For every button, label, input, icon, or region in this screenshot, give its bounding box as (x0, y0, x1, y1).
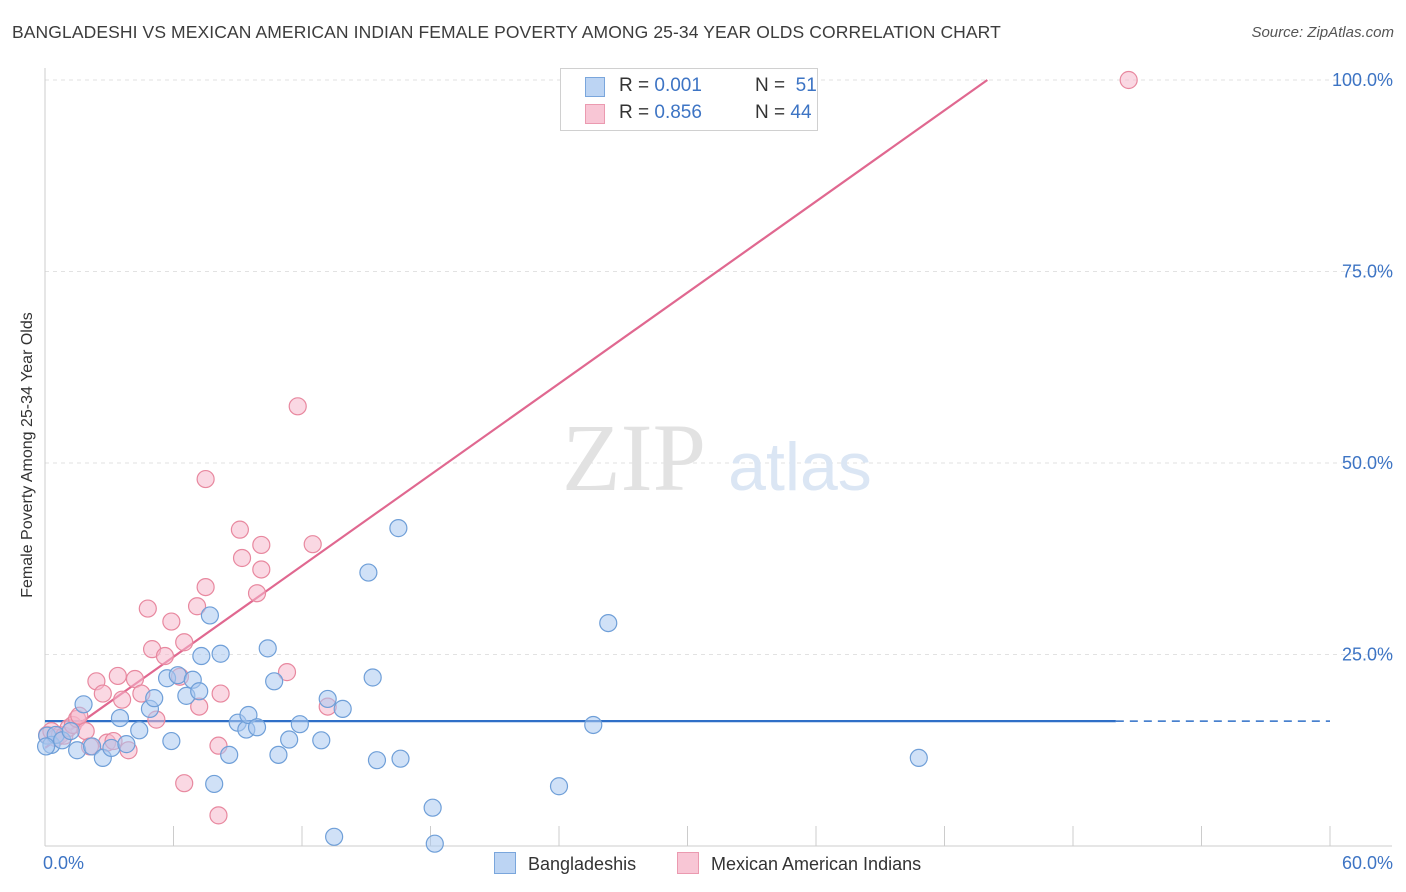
point-mexican-american-indian (108, 666, 127, 686)
point-mexican-american-indian (187, 597, 207, 616)
point-mexican-american-indian (209, 806, 228, 825)
legend-n-label: N = (755, 75, 786, 96)
legend-swatch-blue (585, 77, 605, 97)
legend-n-label: N = (755, 102, 786, 123)
point-bangladeshi (74, 695, 93, 714)
point-mexican-american-indian (155, 646, 175, 666)
point-bangladeshi (290, 715, 309, 734)
point-bangladeshi (280, 730, 299, 749)
point-bangladeshi (220, 745, 239, 764)
point-mexican-american-indian (196, 469, 215, 489)
point-bangladeshi (325, 827, 344, 846)
point-bangladeshi (549, 777, 569, 796)
y-tick-label: 100.0% (1332, 70, 1393, 90)
point-bangladeshi (425, 834, 444, 853)
point-bangladeshi (367, 751, 387, 770)
bottom-legend-swatch-blue (494, 852, 516, 874)
point-mexican-american-indian (138, 599, 157, 618)
point-mexican-american-indian (1119, 70, 1138, 90)
point-bangladeshi (599, 613, 618, 633)
point-bangladeshi (162, 731, 181, 751)
point-mexican-american-indian (93, 684, 112, 703)
legend-r-label: R = (619, 102, 650, 123)
point-mexican-american-indian (232, 548, 252, 568)
watermark: ZIP atlas (562, 404, 872, 511)
watermark-atlas: atlas (728, 429, 872, 505)
point-mexican-american-indian (288, 397, 307, 416)
point-bangladeshi (68, 741, 87, 760)
bottom-legend-swatch-pink (677, 852, 699, 874)
series-bangladeshis-points (36, 519, 928, 853)
legend-r-value: 0.856 (654, 102, 702, 123)
bottom-legend-bangladeshis: Bangladeshis (494, 852, 636, 875)
point-bangladeshi (192, 646, 211, 666)
point-bangladeshi (117, 735, 136, 754)
point-bangladeshi (130, 721, 149, 740)
point-bangladeshi (61, 721, 80, 741)
point-bangladeshi (333, 699, 352, 718)
point-mexican-american-indian (196, 577, 215, 597)
point-bangladeshi (258, 639, 277, 658)
point-bangladeshi (584, 715, 603, 735)
trend-line-mexican-american-indians (44, 79, 988, 749)
point-bangladeshi (168, 666, 187, 685)
point-mexican-american-indian (230, 520, 249, 539)
point-mexican-american-indian (252, 535, 271, 555)
point-mexican-american-indian (277, 663, 297, 682)
point-bangladeshi (318, 689, 337, 709)
point-mexican-american-indian (175, 774, 194, 793)
trend-lines (44, 79, 1330, 749)
y-tick-label: 25.0% (1342, 645, 1393, 665)
tick-labels: 25.0% 50.0% 75.0% 100.0% 0.0% 60.0% (43, 70, 1393, 873)
axes (44, 68, 1392, 847)
point-mexican-american-indian (303, 535, 322, 554)
gridlines (45, 79, 1392, 655)
point-bangladeshi (391, 749, 410, 768)
point-bangladeshi (265, 672, 284, 691)
legend-n-value: 44 (790, 102, 812, 123)
point-bangladeshi (200, 606, 220, 625)
point-bangladeshi (145, 689, 164, 708)
y-tick-label: 75.0% (1342, 262, 1393, 282)
point-bangladeshi (205, 774, 224, 794)
x-tick-label: 60.0% (1342, 853, 1393, 873)
bottom-legend-label: Bangladeshis (528, 854, 637, 874)
chart-title: BANGLADESHI VS MEXICAN AMERICAN INDIAN F… (12, 22, 1001, 42)
legend-n-value: 51 (795, 75, 817, 96)
point-bangladeshi (211, 644, 230, 663)
point-bangladeshi (83, 737, 102, 756)
point-bangladeshi (909, 748, 928, 768)
point-bangladeshi (423, 798, 442, 817)
bottom-legend-mexican-american-indians: Mexican American Indians (677, 852, 921, 875)
point-mexican-american-indian (112, 690, 132, 709)
legend-swatch-pink (585, 104, 605, 124)
x-tick-label: 0.0% (43, 853, 84, 873)
point-bangladeshi (312, 731, 331, 750)
point-bangladeshi (36, 737, 56, 756)
point-bangladeshi (269, 745, 288, 764)
bottom-legend-label: Mexican American Indians (711, 854, 922, 874)
point-bangladeshi (359, 563, 378, 582)
point-bangladeshi (110, 708, 130, 728)
legend-r-label: R = (619, 75, 650, 96)
watermark-zip: ZIP (562, 404, 706, 511)
stats-legend: R = 0.001 N = 51 R = 0.856 N = 44 (560, 68, 818, 131)
point-bangladeshi (363, 668, 382, 687)
point-bangladeshi (102, 738, 121, 758)
chart-source: Source: ZipAtlas.com (1251, 24, 1394, 41)
point-mexican-american-indian (175, 633, 194, 652)
y-tick-label: 50.0% (1342, 453, 1393, 473)
point-bangladeshi (190, 682, 209, 701)
point-bangladeshi (247, 718, 267, 737)
point-bangladeshi (389, 519, 408, 538)
point-mexican-american-indian (252, 560, 271, 579)
legend-r-value: 0.001 (654, 75, 702, 96)
point-mexican-american-indian (247, 584, 267, 603)
point-mexican-american-indian (162, 612, 181, 631)
point-mexican-american-indian (211, 684, 230, 703)
